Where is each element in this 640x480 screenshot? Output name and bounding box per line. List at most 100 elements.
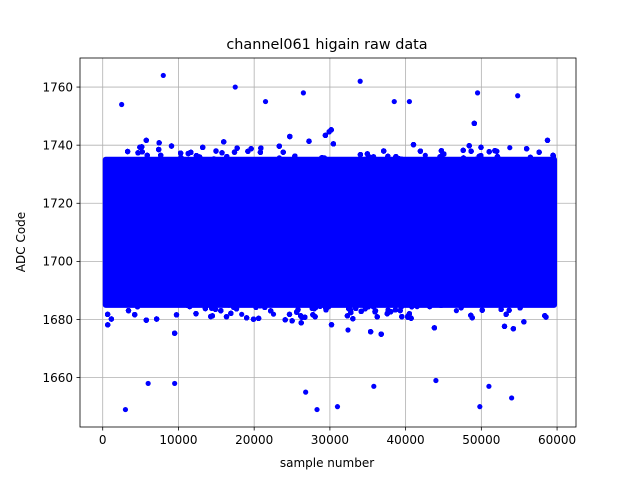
data-point [173, 312, 180, 318]
x-tick-label: 40000 [387, 433, 425, 447]
data-point [392, 307, 398, 313]
data-point [438, 302, 444, 308]
data-point [108, 316, 114, 322]
data-point [372, 309, 378, 315]
data-point [544, 137, 551, 143]
data-point [458, 305, 464, 311]
data-point [381, 148, 387, 154]
data-point [298, 320, 304, 326]
y-tick-label: 1660 [42, 371, 73, 385]
data-point [154, 316, 160, 322]
outlier-point [391, 98, 397, 105]
data-point [257, 303, 263, 309]
data-point [218, 308, 224, 314]
data-point [286, 311, 293, 317]
data-point [431, 325, 437, 331]
data-point [223, 314, 230, 320]
data-point [468, 312, 474, 318]
data-point [417, 148, 423, 154]
data-point [408, 315, 414, 321]
x-tick-label: 0 [99, 433, 107, 447]
x-tick-label: 20000 [235, 433, 273, 447]
outlier-point [172, 380, 178, 387]
data-point [280, 149, 286, 155]
data-point [226, 302, 232, 308]
data-point [503, 311, 509, 317]
data-point [298, 313, 304, 319]
data-point [476, 153, 482, 159]
data-point [268, 308, 274, 314]
data-point [287, 133, 293, 140]
data-point [211, 156, 217, 162]
outlier-point [232, 84, 238, 90]
data-point [328, 127, 334, 133]
y-axis-ticks: 1660 1680 1700 1720 1740 1760 [42, 80, 80, 385]
data-point [245, 148, 251, 154]
outlier-point [119, 101, 125, 108]
y-tick-label: 1760 [42, 80, 73, 94]
y-tick-label: 1740 [42, 138, 73, 152]
data-point [536, 149, 542, 155]
data-point [132, 312, 138, 318]
data-point [348, 309, 354, 316]
data-point [172, 330, 178, 336]
data-point [517, 305, 523, 311]
data-point [289, 318, 295, 324]
data-point [178, 155, 184, 161]
data-point [330, 141, 336, 147]
data-point [506, 307, 512, 313]
y-tick-label: 1700 [42, 255, 73, 269]
data-point [507, 145, 513, 151]
outlier-point [300, 90, 306, 96]
data-point [478, 144, 484, 150]
data-point [468, 148, 474, 154]
data-points [102, 72, 558, 413]
data-point [345, 327, 351, 333]
data-point [453, 308, 459, 314]
data-point [353, 305, 359, 311]
outlier-point [515, 93, 521, 99]
data-point [257, 149, 263, 155]
outlier-point [145, 380, 151, 387]
outlier-point [160, 72, 166, 79]
data-point [498, 306, 504, 312]
dense-sample-band [102, 156, 558, 308]
data-point [410, 142, 417, 148]
data-point [427, 303, 433, 310]
data-point [358, 308, 364, 314]
data-point [134, 304, 141, 310]
outlier-point [433, 377, 439, 384]
data-point [143, 137, 149, 143]
data-point [521, 319, 527, 325]
data-point [550, 152, 556, 158]
data-point [370, 156, 376, 162]
data-point [125, 148, 131, 155]
data-point [315, 303, 321, 309]
data-point [168, 143, 175, 149]
data-point [543, 314, 549, 320]
chart-title: channel061 higain raw data [226, 37, 427, 53]
data-point [208, 313, 214, 320]
data-point [139, 149, 145, 155]
x-tick-label: 60000 [538, 433, 576, 447]
x-axis-label: sample number [280, 456, 374, 470]
data-point [234, 145, 240, 151]
data-point [479, 307, 485, 313]
data-point [292, 153, 298, 159]
data-point [399, 156, 405, 162]
data-point [406, 311, 412, 317]
data-point [202, 305, 208, 312]
data-point [178, 150, 184, 156]
data-point [350, 316, 356, 322]
outlier-point [303, 389, 309, 395]
data-point [414, 304, 420, 310]
data-point [397, 307, 403, 314]
data-point [193, 153, 199, 159]
data-point [328, 322, 335, 328]
data-point [233, 306, 240, 312]
data-point [282, 317, 288, 323]
data-point [156, 146, 162, 153]
data-point [193, 311, 199, 317]
data-point [384, 311, 390, 317]
